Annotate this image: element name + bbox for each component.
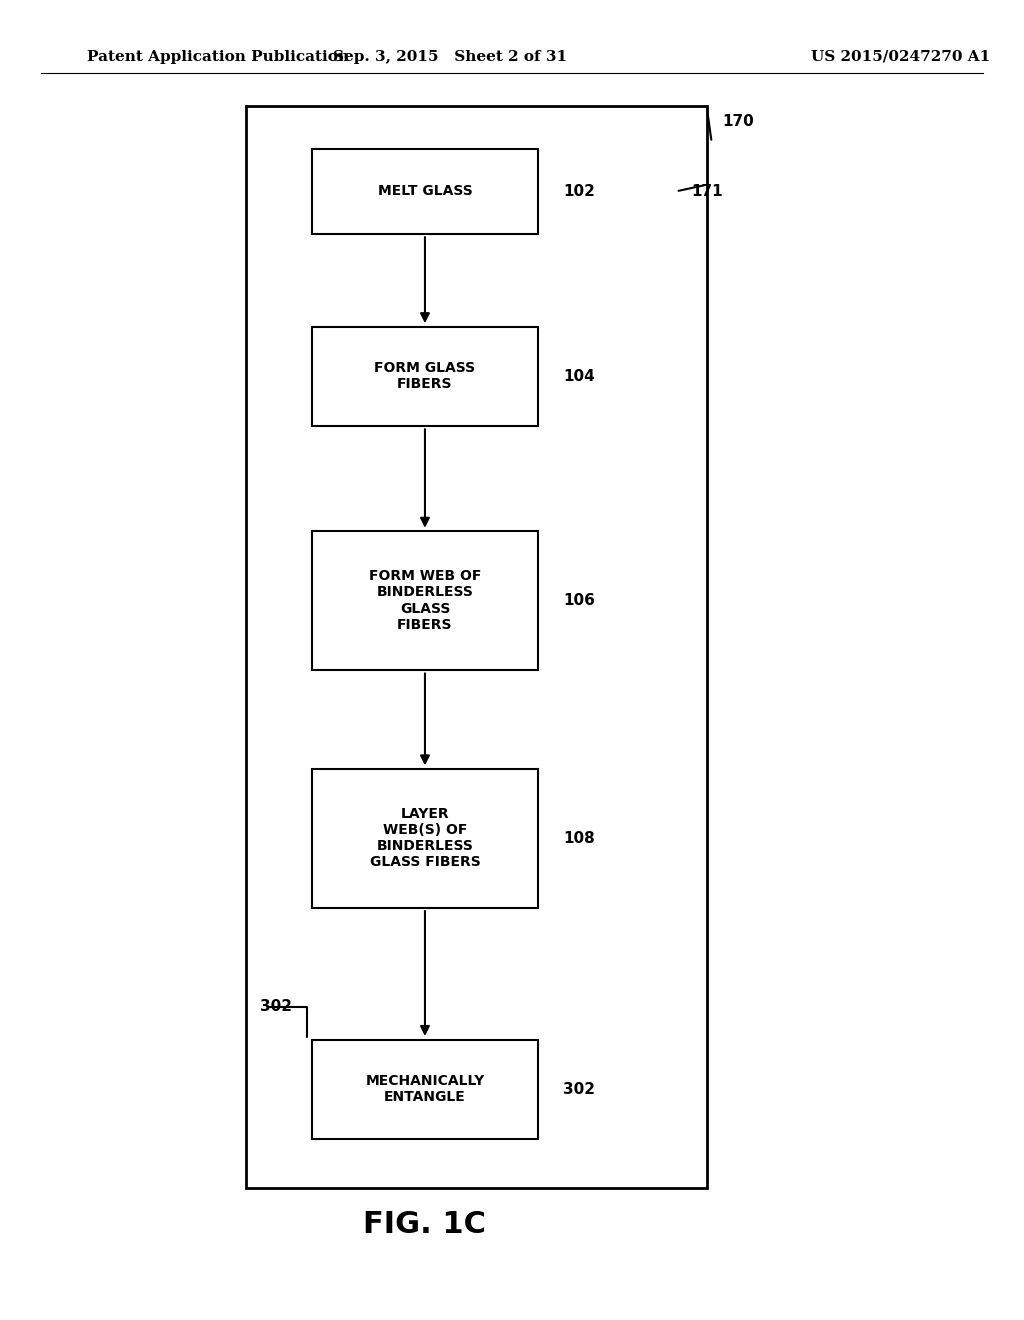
Text: Patent Application Publication: Patent Application Publication xyxy=(87,50,349,63)
Text: MECHANICALLY
ENTANGLE: MECHANICALLY ENTANGLE xyxy=(366,1074,484,1104)
Text: FIG. 1C: FIG. 1C xyxy=(364,1210,486,1239)
Text: 108: 108 xyxy=(563,830,595,846)
FancyBboxPatch shape xyxy=(312,327,538,425)
Text: FORM GLASS
FIBERS: FORM GLASS FIBERS xyxy=(375,362,475,391)
Text: 170: 170 xyxy=(722,115,754,129)
Text: 302: 302 xyxy=(260,999,292,1014)
FancyBboxPatch shape xyxy=(312,531,538,671)
FancyBboxPatch shape xyxy=(312,149,538,235)
FancyBboxPatch shape xyxy=(312,1040,538,1138)
Text: 302: 302 xyxy=(563,1081,595,1097)
Text: Sep. 3, 2015   Sheet 2 of 31: Sep. 3, 2015 Sheet 2 of 31 xyxy=(334,50,567,63)
FancyBboxPatch shape xyxy=(246,106,707,1188)
Text: 106: 106 xyxy=(563,593,595,609)
Text: MELT GLASS: MELT GLASS xyxy=(378,185,472,198)
Text: LAYER
WEB(S) OF
BINDERLESS
GLASS FIBERS: LAYER WEB(S) OF BINDERLESS GLASS FIBERS xyxy=(370,807,480,870)
Text: FORM WEB OF
BINDERLESS
GLASS
FIBERS: FORM WEB OF BINDERLESS GLASS FIBERS xyxy=(369,569,481,632)
Text: 104: 104 xyxy=(563,368,595,384)
Text: US 2015/0247270 A1: US 2015/0247270 A1 xyxy=(811,50,991,63)
Text: 171: 171 xyxy=(691,183,723,199)
Text: 102: 102 xyxy=(563,183,595,199)
FancyBboxPatch shape xyxy=(312,768,538,908)
